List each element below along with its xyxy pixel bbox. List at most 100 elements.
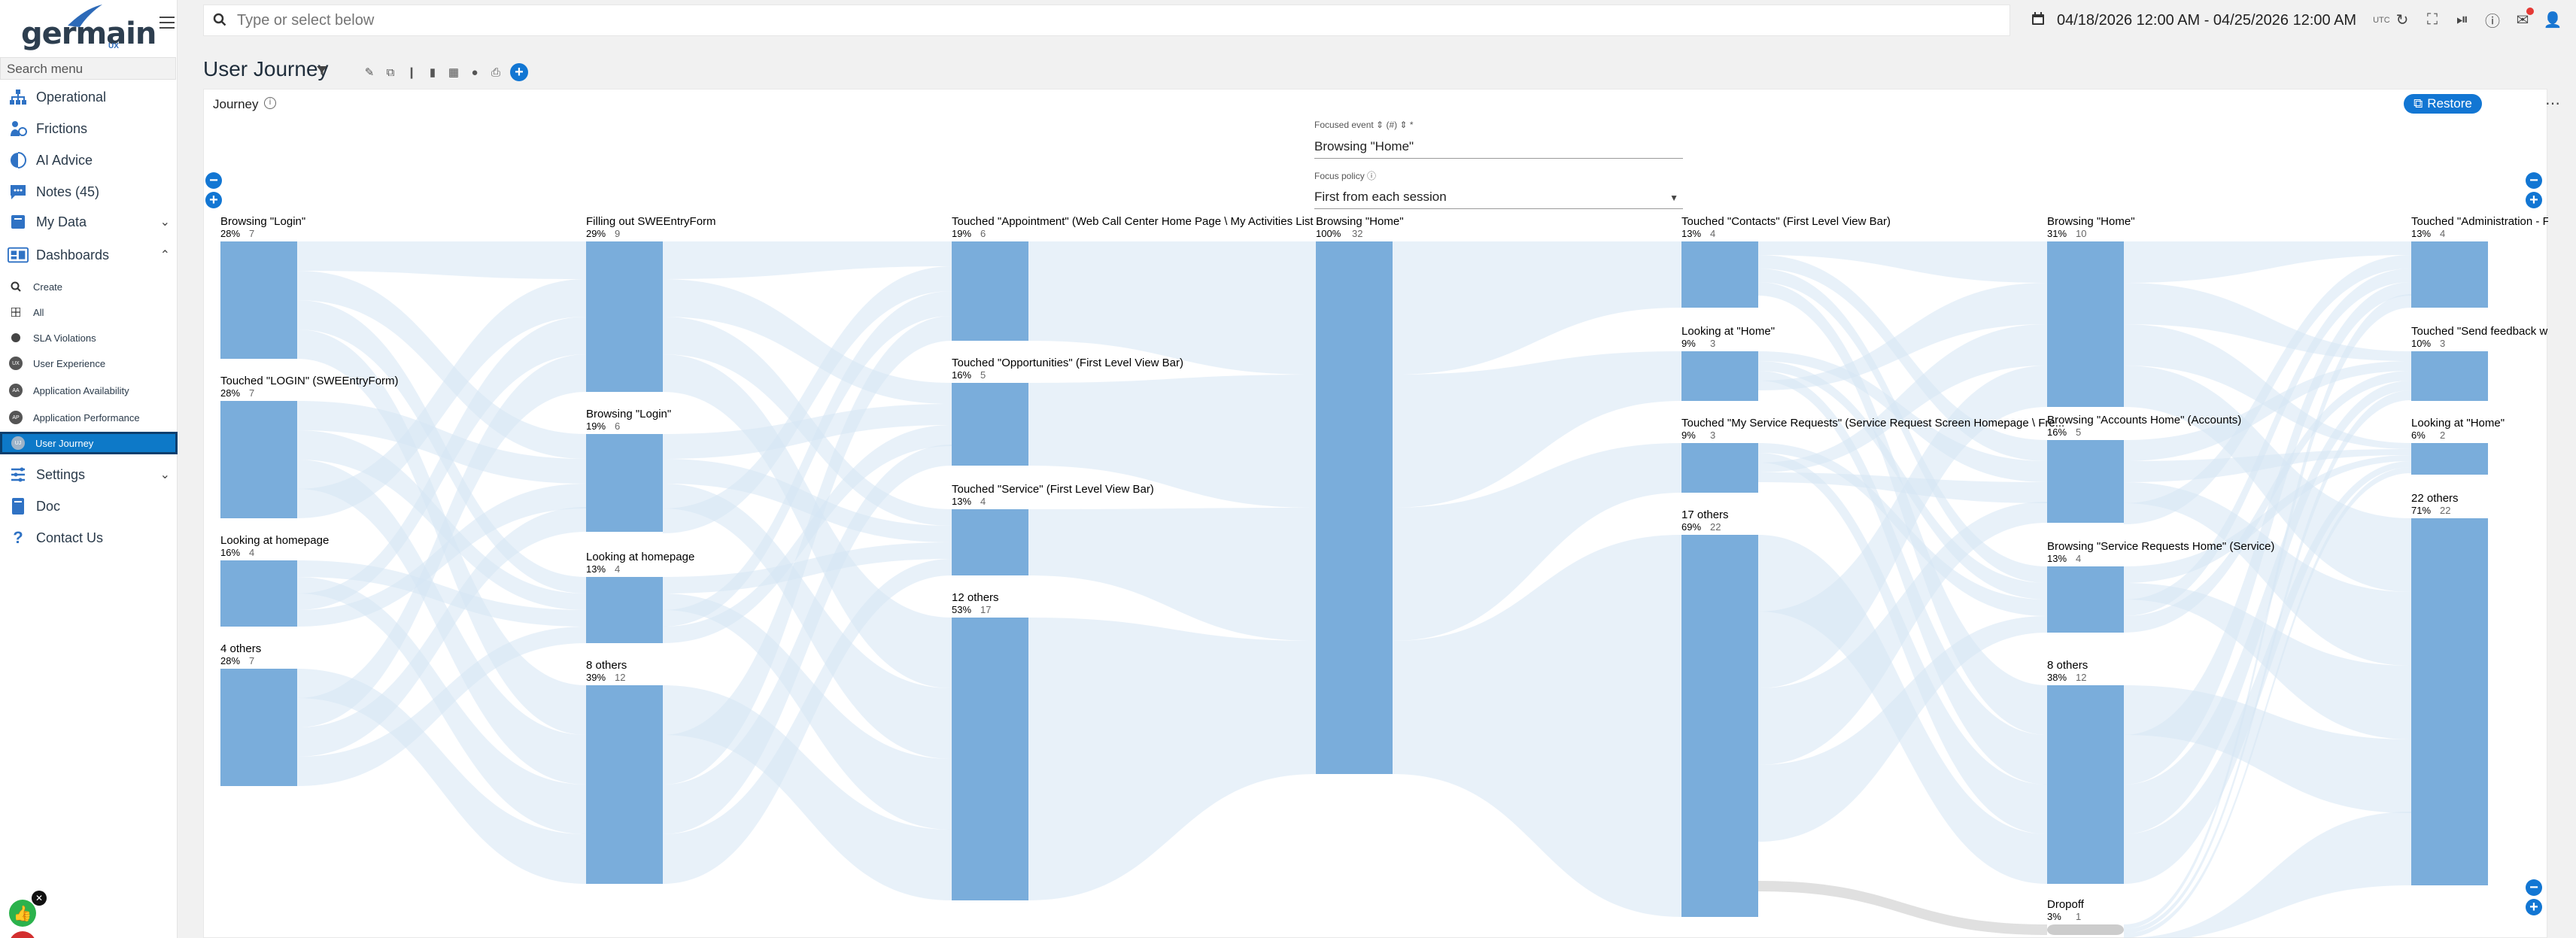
sankey-link[interactable] [1758,502,2047,765]
sankey-link[interactable] [2124,371,2411,633]
sankey-link[interactable] [1758,616,2047,842]
sankey-link[interactable] [297,354,586,727]
sankey-node[interactable] [586,434,663,532]
sankey-node[interactable] [2411,443,2488,475]
sankey-link[interactable] [297,317,586,610]
sankey-link[interactable] [1028,618,1316,900]
sankey-node[interactable] [220,560,297,627]
sankey-node[interactable] [2047,566,2124,633]
sankey-link[interactable] [663,445,952,834]
sankey-node[interactable] [952,618,1028,900]
sankey-link[interactable] [1758,269,2047,583]
sankey-node[interactable] [1681,443,1758,493]
sankey-node[interactable] [2411,518,2488,885]
restore-button[interactable]: ⧉ Restore [2404,94,2482,114]
sidebar-item-contact[interactable]: ? Contact Us [0,524,178,552]
sankey-link[interactable] [2124,390,2411,933]
signal-icon[interactable]: ▮ [429,66,436,79]
sankey-link[interactable] [2124,366,2411,592]
sankey-link[interactable] [297,401,586,484]
dashboard-sub-ux[interactable]: UX User Experience [0,352,178,375]
feedback-thumb-icon[interactable]: 👍 [9,900,36,927]
more-icon[interactable]: ⋯ [2545,96,2560,112]
sankey-node[interactable] [586,241,663,392]
sankey-node[interactable] [2411,241,2488,308]
sankey-node[interactable] [1681,535,1758,917]
info-icon[interactable]: ⓘ [2485,13,2500,30]
dashboard-sub-create[interactable]: Create [0,275,178,298]
filter-icon[interactable] [316,65,328,80]
expand-bottom-button[interactable]: + [2526,899,2542,915]
sankey-node[interactable] [2047,685,2124,884]
expand-right-button[interactable]: + [2526,192,2542,208]
sankey-link[interactable] [1758,371,2047,785]
sankey-node[interactable] [2047,440,2124,523]
sankey-link[interactable] [2124,283,2411,361]
sankey-link[interactable] [2124,381,2411,834]
sankey-link[interactable] [2124,482,2411,666]
sankey-link[interactable] [2124,294,2411,929]
sankey-link[interactable] [2124,282,2411,785]
sidebar-item-dashboards[interactable]: Dashboards ⌃ [0,241,178,269]
sankey-link[interactable] [1758,324,2047,472]
sankey-link[interactable] [1758,283,2047,390]
fullscreen-icon[interactable]: ⛶ [2427,11,2438,28]
sankey-link[interactable] [1028,375,1316,508]
sankey-link[interactable] [2124,269,2411,616]
sankey-link[interactable] [1028,508,1316,641]
sidebar-item-settings[interactable]: Settings ⌄ [0,460,178,489]
sankey-link[interactable] [2124,241,2411,283]
copy-icon[interactable]: ⧉ [386,65,395,79]
dashboard-sub-all[interactable]: All [0,301,178,323]
dashboard-sub-availability[interactable]: AA Application Availability [0,379,178,402]
refresh-icon[interactable]: ↻ [2395,11,2409,29]
sankey-node[interactable] [1681,351,1758,401]
sankey-link[interactable] [1758,241,2047,283]
focus-policy-select[interactable]: First from each session ▼ [1314,187,1683,209]
sankey-node[interactable] [1681,241,1758,308]
sankey-node[interactable] [220,401,297,518]
sankey-link[interactable] [663,685,952,900]
sankey-node[interactable] [952,509,1028,575]
sidebar-item-operational[interactable]: Operational [0,83,178,111]
brand-logo[interactable]: germain UX [21,3,156,51]
sankey-link[interactable] [297,627,586,786]
close-icon[interactable]: ✕ [32,891,47,906]
sankey-node-dropoff[interactable] [2047,924,2124,935]
focused-event-input[interactable]: Browsing "Home" [1314,136,1683,159]
play-icon[interactable]: ⏯ [2456,11,2468,28]
sankey-link[interactable] [663,559,952,884]
sankey-node[interactable] [586,685,663,884]
sankey-link[interactable] [1028,241,1316,375]
sidebar-item-my-data[interactable]: My Data ⌄ [0,208,178,236]
user-icon[interactable]: 👤 [2543,11,2562,29]
calendar-icon[interactable]: ▦ [448,66,460,79]
sankey-link[interactable] [297,669,586,884]
sankey-node[interactable] [1316,241,1393,774]
sankey-link[interactable] [2124,361,2411,461]
sidebar-item-doc[interactable]: Doc [0,492,178,521]
sankey-link[interactable] [1393,443,1681,641]
sankey-link[interactable] [2124,461,2411,884]
sankey-node[interactable] [586,577,663,643]
sankey-link[interactable] [1758,366,2047,688]
info-icon[interactable]: i [264,97,276,109]
dashboard-sub-user-journey[interactable]: UJ User Journey [0,432,178,454]
sankey-link[interactable] [297,271,586,459]
sankey-link[interactable] [297,279,586,518]
sankey-node[interactable] [220,669,297,786]
sidebar-item-frictions[interactable]: Frictions [0,114,178,143]
sankey-link[interactable] [2124,449,2411,482]
sankey-link[interactable] [1758,472,2047,503]
sankey-link[interactable] [1393,241,1681,375]
sankey-node[interactable] [2047,241,2124,407]
print-icon[interactable]: ⎙ [491,65,500,79]
sankey-node[interactable] [2411,351,2488,401]
date-range-picker[interactable]: 04/18/2026 12:00 AM - 04/25/2026 12:00 A… [2031,5,2558,36]
inbox-icon[interactable]: ✉ [2513,8,2534,30]
sankey-node[interactable] [952,241,1028,341]
sankey-link[interactable] [663,291,952,627]
collapse-left-button[interactable]: − [205,172,222,189]
sankey-link[interactable] [663,266,952,533]
sankey-link[interactable] [663,404,952,459]
